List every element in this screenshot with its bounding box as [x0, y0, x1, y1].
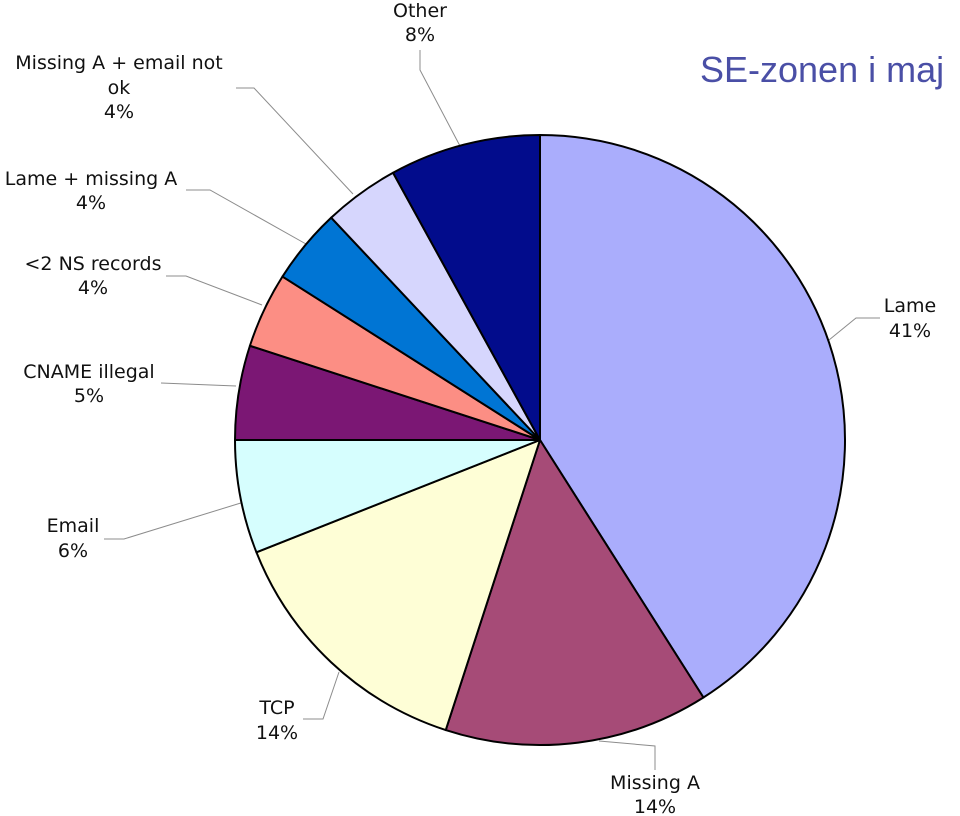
slice-label-2-ns-records: <2 NS records 4%	[25, 253, 162, 299]
leader-line-missing-a-email-not-ok	[236, 87, 354, 195]
slice-other	[392, 134, 541, 441]
slice-label-missing-a-email-not-ok: Missing A + email not ok 4%	[15, 52, 222, 123]
chart-title: SE-zonen i maj	[700, 49, 944, 90]
leader-line-tcp	[303, 671, 340, 720]
pie-slices	[234, 134, 847, 746]
slice-tcp	[255, 439, 541, 732]
slice-labels: Lame 41% Missing A 14% TCP 14% Email 6% CNAME il…	[5, 0, 936, 816]
leader-line-cname-illegal	[160, 382, 237, 387]
leader-line-lame	[828, 317, 880, 341]
leader-lines	[104, 50, 880, 770]
leader-line-lame-missing-a	[186, 189, 307, 245]
leader-line-2-ns-records	[166, 275, 263, 306]
slice-label-missing-a: Missing A 14%	[610, 772, 700, 816]
leader-line-other	[419, 50, 461, 147]
slice-lame	[539, 134, 847, 699]
leader-line-missing-a	[598, 740, 656, 770]
slice-label-lame-missing-a: Lame + missing A 4%	[5, 168, 177, 214]
leader-line-email	[104, 501, 245, 540]
slice-label-cname-illegal: CNAME illegal 5%	[23, 361, 154, 407]
slice-label-email: Email 6%	[47, 515, 100, 562]
slice-missing-a	[444, 439, 705, 746]
slice-label-tcp: TCP 14%	[256, 697, 298, 744]
slice-label-lame: Lame 41%	[884, 295, 936, 342]
slice-label-other: Other 8%	[393, 0, 447, 46]
